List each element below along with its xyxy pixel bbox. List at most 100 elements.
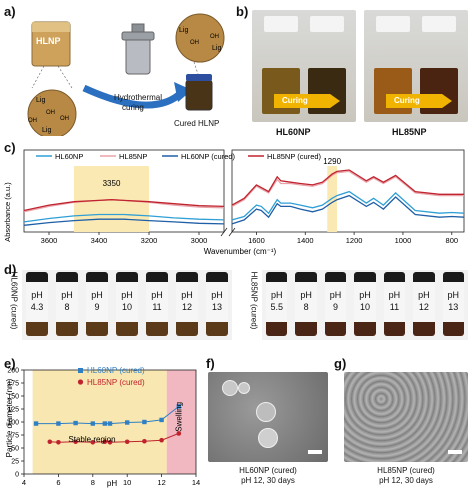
point-1-4 [102, 439, 108, 445]
lig-label-3: Lig [36, 97, 45, 104]
vial-ph-label: pH [61, 290, 73, 300]
vial-ph-label: pH [418, 290, 430, 300]
point-0-4 [102, 421, 108, 426]
particle-ylabel: Particle diameter (nm) [5, 378, 14, 457]
oh-label-5: OH [28, 118, 37, 124]
ftir-xlabel: Wavenumber (cm⁻¹) [204, 247, 277, 256]
process-arrow-icon [82, 84, 185, 109]
legend-marker-hl60np-cured [78, 368, 83, 373]
vial-ph-label: pH [91, 290, 103, 300]
series-line-0 [36, 406, 180, 425]
legend-label-hl60np: HL60NP [55, 152, 83, 161]
ftir-ticklabel-right-3: 1000 [395, 236, 412, 245]
vial-ph-value: 11 [152, 302, 162, 312]
vial-vials-2-3: pH 10 [354, 272, 376, 336]
caption-f-1: HL60NP (cured) [239, 466, 297, 475]
ftir-legend: HL60NP HL85NP HL60NP (cured) HL85NP (cur… [36, 152, 322, 161]
ftir-frame-right [231, 149, 465, 233]
scale-bar-g [448, 450, 462, 454]
ftir-ticklabel-right-0: 1600 [248, 236, 265, 245]
point-0-8 [159, 417, 164, 423]
legend-label-hl85np-cured: HL85NP (cured) [267, 152, 322, 161]
photo-hl60np: Curing [252, 10, 356, 122]
vial-ph-value: 5.5 [270, 302, 283, 312]
point-1-9 [176, 431, 182, 436]
sem-image-hl85np [344, 372, 468, 462]
y-ticklabel-2: 50 [11, 446, 19, 453]
vial-ph-value: 8 [64, 302, 70, 312]
ftir-series-1-right [231, 170, 464, 207]
panel-label-b: b) [236, 4, 249, 19]
panel-label-f: f) [206, 356, 215, 371]
point-0-5 [107, 421, 113, 426]
vial-ph-label: pH [31, 290, 43, 300]
y-ticklabel-3: 75 [11, 433, 19, 440]
vial-vials-2-5: pH 12 [413, 272, 435, 336]
oh-label-2: OH [210, 34, 219, 40]
point-0-6 [125, 420, 130, 425]
x-ticklabel-5: 14 [192, 478, 200, 487]
point-1-5 [107, 439, 113, 445]
legend-label-hl60np-cured: HL60NP (cured) [181, 152, 236, 161]
ftir-series-2-left [23, 218, 225, 226]
zoom-particle-left [27, 89, 77, 136]
ftir-series-3-right [231, 169, 464, 206]
ftir-ticklabel-left-0: 3600 [41, 236, 58, 245]
point-0-1 [56, 421, 61, 426]
y-ticklabel-6: 150 [7, 394, 19, 401]
oh-label-3: OH [46, 110, 55, 116]
y-ticklabel-0: 0 [15, 472, 19, 479]
point-1-8 [159, 437, 164, 443]
hl85np-cured-side-label: HL85NP (cured) [249, 271, 259, 330]
legend-label-hl60np-cured-e: HL60NP (cured) [87, 366, 145, 375]
vial-ph-label: pH [121, 290, 133, 300]
vial-vials-1-6: pH 13 [206, 272, 228, 336]
vials-group-hl85np: pH 5.5 pH 8 pH 9 pH 10 pH 11 pH 12 pH 13 [262, 270, 468, 340]
scale-bar-f [308, 450, 322, 454]
point-0-2 [73, 420, 78, 426]
x-ticklabel-1: 6 [56, 478, 60, 487]
hl85np-cured-side-label-wrap: HL85NP (cured) [248, 270, 259, 334]
sem-image-hl60np [208, 372, 328, 462]
point-0-9 [176, 404, 181, 409]
axis-break-mark-2 [228, 227, 236, 237]
annotation-1290: 1290 [323, 157, 341, 166]
vial-ph-value: 12 [418, 302, 429, 312]
point-1-2 [73, 439, 78, 445]
x-ticklabel-4: 12 [157, 478, 165, 487]
vial-ph-value: 9 [333, 302, 339, 312]
x-ticklabel-0: 4 [22, 478, 26, 487]
vial-ph-value: 12 [181, 302, 192, 312]
caption-g-2: pH 12, 30 days [379, 476, 433, 485]
x-ticklabel-2: 8 [91, 478, 95, 487]
vial-ph-label: pH [181, 290, 193, 300]
y-ticklabel-5: 125 [7, 407, 19, 414]
caption-g-1: HL85NP (cured) [377, 466, 435, 475]
vial-ph-value: 10 [359, 302, 370, 312]
point-0-7 [142, 419, 147, 425]
point-1-6 [124, 439, 130, 445]
lig-label-2: Lig [212, 45, 221, 52]
region-1 [166, 370, 196, 474]
lig-label-1: Lig [179, 27, 188, 34]
vial-ph-value: 9 [94, 302, 100, 312]
vial-ph-label: pH [447, 290, 460, 300]
vial-vials-1-4: pH 11 [146, 272, 168, 336]
ftir-series-3-left [23, 199, 225, 212]
vials-group-hl60np: pH 4.3 pH 8 pH 9 pH 10 pH 11 pH 12 pH 13 [22, 270, 232, 340]
vial-vials-1-3: pH 10 [116, 272, 138, 336]
ftir-ticklabel-left-1: 3400 [91, 236, 108, 245]
ftir-ticklabel-right-1: 1400 [297, 236, 314, 245]
vial-ph-label: pH [151, 290, 163, 300]
caption-hl85np: HL85NP [392, 127, 427, 137]
vial-ph-label: pH [270, 290, 283, 300]
beaker-label: HLNP [36, 36, 61, 46]
photo-hl85np: Curing [364, 10, 468, 122]
curing-arrow-label-1: Curing [282, 96, 308, 105]
vial-ph-value: 13 [211, 302, 222, 312]
vial-ph-value: 8 [303, 302, 309, 312]
panel-label-c: c) [4, 140, 16, 155]
oh-label-4: OH [60, 116, 69, 122]
highlight-band-3350 [74, 166, 149, 232]
hl60np-cured-side-label-wrap: HL60NP (cured) [8, 270, 19, 334]
